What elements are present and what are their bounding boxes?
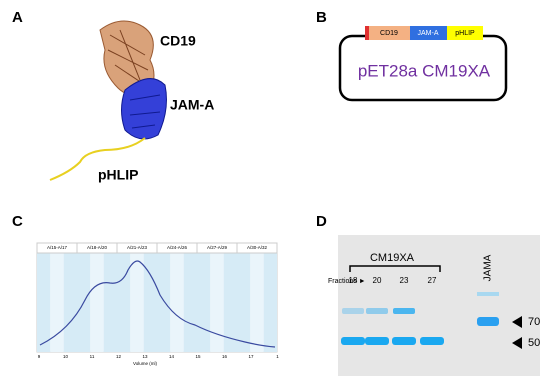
band	[420, 337, 444, 345]
fraction-label: A/21-A/23	[127, 245, 148, 250]
band	[393, 308, 415, 314]
stripe	[63, 253, 77, 352]
stripe	[103, 253, 117, 352]
segment	[410, 26, 447, 40]
chromatogram: A/15-A/17 A/18-A/20 A/21-A/23 A/24-A/26 A/27…	[36, 242, 278, 353]
construct-label: CM19XA	[370, 252, 415, 264]
x-tick-label: 16	[222, 354, 228, 359]
panel-label: A	[12, 9, 23, 26]
panel-label: C	[12, 213, 23, 230]
protein-label: CD19	[160, 33, 196, 49]
fraction-label: A/15-A/17	[47, 245, 68, 250]
axis-label: Volume (ml)	[133, 361, 158, 366]
gel	[338, 235, 540, 376]
band	[392, 337, 416, 345]
x-tick-label: 14	[169, 354, 175, 359]
fraction-label: A/27-A/29	[207, 245, 228, 250]
stripe	[37, 253, 51, 352]
stripe	[90, 253, 104, 352]
x-tick-label: 10	[63, 354, 69, 359]
fraction-label: A/30-A/32	[247, 245, 268, 250]
x-tick-label: 13	[142, 354, 148, 359]
segment	[365, 26, 369, 40]
panel-label: D	[316, 213, 327, 230]
x-tick-label: 11	[90, 354, 95, 359]
x-tick-label: 12	[116, 354, 122, 359]
fraction-label: A/18-A/20	[87, 245, 108, 250]
protein-label: pHLIP	[98, 167, 138, 183]
stripe	[237, 253, 251, 352]
plasmid-name: pET28a CM19XA	[358, 61, 491, 80]
stripe	[263, 253, 277, 352]
stripe	[170, 253, 184, 352]
lane-label: 27	[428, 276, 437, 285]
stripe	[157, 253, 171, 352]
x-tick-label: 15	[195, 354, 201, 359]
segment-label: pHLIP	[455, 30, 475, 37]
fractions-label: Fractions ►	[328, 278, 366, 285]
x-tick-label: 9	[38, 354, 41, 359]
marker-label: 70	[528, 316, 540, 328]
stripe	[210, 253, 224, 352]
stripe	[143, 253, 157, 352]
stripe	[223, 253, 237, 352]
stripe	[117, 253, 131, 352]
segment-label: JAM-A	[418, 30, 439, 37]
marker-label: 50	[528, 337, 540, 349]
lane-label: 23	[400, 276, 409, 285]
segment	[447, 26, 483, 40]
stripe	[250, 253, 264, 352]
lane-label: 18	[349, 276, 358, 285]
stripe	[183, 253, 197, 352]
stripe	[130, 253, 144, 352]
stripe	[50, 253, 64, 352]
band	[366, 308, 388, 314]
x-tick-label: 1	[276, 354, 279, 359]
stripe	[197, 253, 211, 352]
band	[365, 337, 389, 345]
x-tick-label: 17	[248, 354, 254, 359]
control-label: JAMA	[483, 254, 494, 281]
protein-structure	[49, 20, 167, 181]
fraction-cell	[236, 242, 278, 254]
band	[341, 337, 365, 345]
panel-label: B	[316, 9, 327, 26]
lane-label: 20	[373, 276, 382, 285]
fraction-label: A/24-A/26	[167, 245, 188, 250]
band	[342, 308, 364, 314]
protein-label: JAM-A	[170, 97, 214, 113]
segment	[369, 26, 410, 40]
segment-label: CD19	[380, 30, 398, 37]
